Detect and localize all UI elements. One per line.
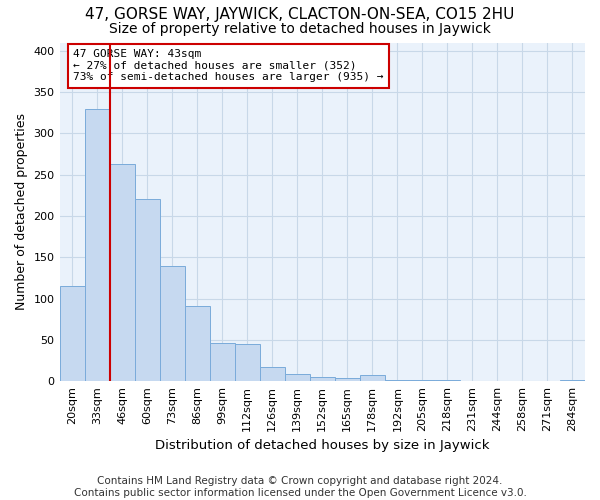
Bar <box>134 198 160 381</box>
Bar <box>235 344 260 381</box>
Text: Contains HM Land Registry data © Crown copyright and database right 2024.
Contai: Contains HM Land Registry data © Crown c… <box>74 476 526 498</box>
Bar <box>410 380 435 381</box>
Text: 47, GORSE WAY, JAYWICK, CLACTON-ON-SEA, CO15 2HU: 47, GORSE WAY, JAYWICK, CLACTON-ON-SEA, … <box>85 8 515 22</box>
Bar <box>59 286 85 381</box>
Bar <box>435 380 460 381</box>
Bar <box>110 164 134 381</box>
Bar <box>335 378 360 381</box>
Bar <box>185 306 209 381</box>
Text: Size of property relative to detached houses in Jaywick: Size of property relative to detached ho… <box>109 22 491 36</box>
Bar <box>285 374 310 381</box>
Bar <box>385 380 410 381</box>
Bar <box>209 343 235 381</box>
X-axis label: Distribution of detached houses by size in Jaywick: Distribution of detached houses by size … <box>155 440 490 452</box>
Bar <box>260 367 285 381</box>
Bar <box>360 376 385 381</box>
Y-axis label: Number of detached properties: Number of detached properties <box>15 114 28 310</box>
Bar <box>560 380 585 381</box>
Bar <box>310 377 335 381</box>
Text: 47 GORSE WAY: 43sqm
← 27% of detached houses are smaller (352)
73% of semi-detac: 47 GORSE WAY: 43sqm ← 27% of detached ho… <box>73 49 384 82</box>
Bar <box>160 266 185 381</box>
Bar <box>85 108 110 381</box>
